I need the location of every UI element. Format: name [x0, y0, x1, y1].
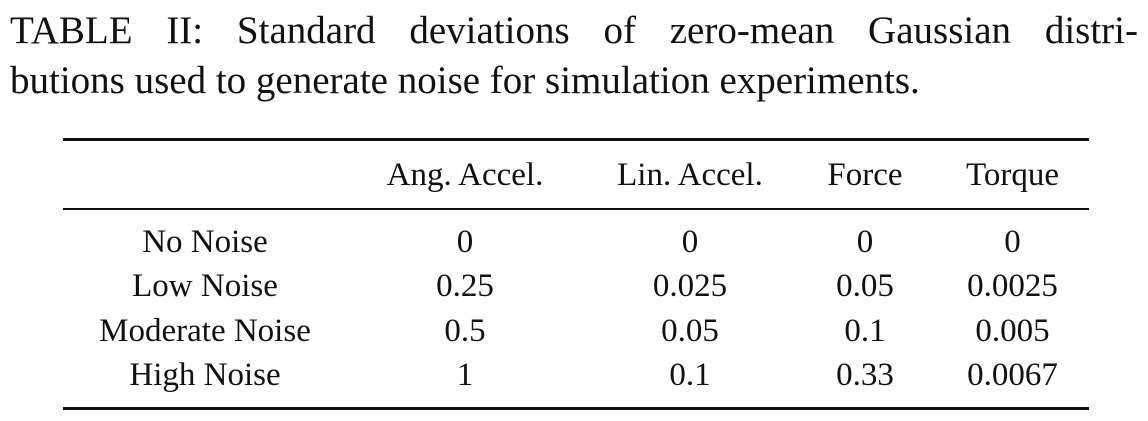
table-cell: 0	[856, 224, 874, 260]
row-label: No Noise	[142, 224, 268, 260]
table-cell: 0.025	[652, 268, 728, 304]
table-cell: 0.5	[444, 313, 486, 349]
table-cell: 0	[456, 224, 474, 260]
row-label: High Noise	[129, 357, 281, 393]
top-rule	[63, 138, 1089, 141]
table-cell: 0.05	[661, 313, 719, 349]
row-label: Moderate Noise	[99, 313, 311, 349]
header-lin-accel: Lin. Accel.	[617, 157, 763, 193]
table-caption: TABLE II: Standard deviations of zero-me…	[10, 6, 1138, 106]
table-cell: 0.25	[436, 268, 494, 304]
table-cell: 0.1	[669, 357, 711, 393]
table-cell: 1	[456, 357, 474, 393]
header-force: Force	[827, 157, 903, 193]
header-torque: Torque	[966, 157, 1059, 193]
table-cell: 0.0025	[967, 268, 1058, 304]
row-label: Low Noise	[132, 268, 278, 304]
header-rule	[63, 208, 1089, 210]
bottom-rule	[63, 407, 1089, 410]
table-cell: 0	[681, 224, 699, 260]
caption-line-1: TABLE II: Standard deviations of zero-me…	[10, 9, 1138, 52]
caption-line-2: butions used to generate noise for simul…	[10, 59, 920, 102]
table-cell: 0.33	[836, 357, 894, 393]
table-cell: 0.05	[836, 268, 894, 304]
table-cell: 0.0067	[967, 357, 1058, 393]
table-cell: 0	[1004, 224, 1021, 260]
header-ang-accel: Ang. Accel.	[386, 157, 544, 193]
table-cell: 0.005	[975, 313, 1050, 349]
table-cell: 0.1	[844, 313, 886, 349]
